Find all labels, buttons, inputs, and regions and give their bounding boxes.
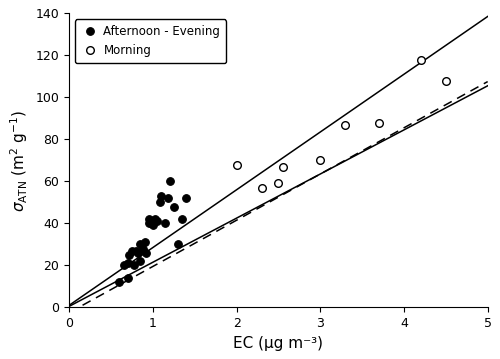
Afternoon - Evening [126, 253, 132, 257]
Afternoon - Evening [162, 221, 168, 225]
Afternoon - Evening [138, 242, 143, 247]
Afternoon - Evening [152, 217, 158, 222]
Morning [342, 122, 348, 127]
Morning [443, 78, 449, 83]
Afternoon - Evening [146, 221, 152, 225]
Afternoon - Evening [125, 261, 131, 265]
Afternoon - Evening [142, 240, 148, 244]
Afternoon - Evening [116, 280, 122, 284]
Afternoon - Evening [148, 221, 154, 225]
Morning [418, 57, 424, 62]
Morning [234, 162, 239, 167]
Afternoon - Evening [154, 219, 160, 223]
Afternoon - Evening [143, 251, 149, 255]
Afternoon - Evening [140, 246, 146, 251]
Morning [318, 158, 324, 163]
Afternoon - Evening [175, 242, 181, 247]
Morning [258, 186, 264, 190]
Line: Morning: Morning [233, 56, 450, 191]
Afternoon - Evening [135, 251, 141, 255]
Afternoon - Evening [171, 204, 177, 209]
Afternoon - Evening [133, 248, 139, 253]
Morning [276, 181, 281, 186]
Afternoon - Evening [158, 194, 164, 198]
Morning [376, 120, 382, 125]
Afternoon - Evening [150, 221, 156, 225]
Afternoon - Evening [150, 223, 156, 228]
Afternoon - Evening [146, 217, 152, 222]
Afternoon - Evening [184, 196, 190, 200]
Afternoon - Evening [138, 259, 143, 264]
Line: Afternoon - Evening: Afternoon - Evening [116, 178, 190, 286]
Y-axis label: $\sigma_\mathregular{ATN}$ (m$^2$ g$^{-1}$): $\sigma_\mathregular{ATN}$ (m$^2$ g$^{-1… [8, 109, 30, 211]
Afternoon - Evening [156, 200, 162, 205]
Afternoon - Evening [166, 179, 172, 183]
Afternoon - Evening [179, 217, 185, 222]
Afternoon - Evening [129, 248, 135, 253]
Afternoon - Evening [165, 196, 171, 200]
Morning [280, 164, 285, 169]
Afternoon - Evening [125, 276, 131, 280]
Legend: Afternoon - Evening, Morning: Afternoon - Evening, Morning [75, 19, 226, 63]
Afternoon - Evening [132, 263, 138, 267]
X-axis label: EC (μg m⁻³): EC (μg m⁻³) [234, 336, 324, 351]
Afternoon - Evening [120, 263, 126, 267]
